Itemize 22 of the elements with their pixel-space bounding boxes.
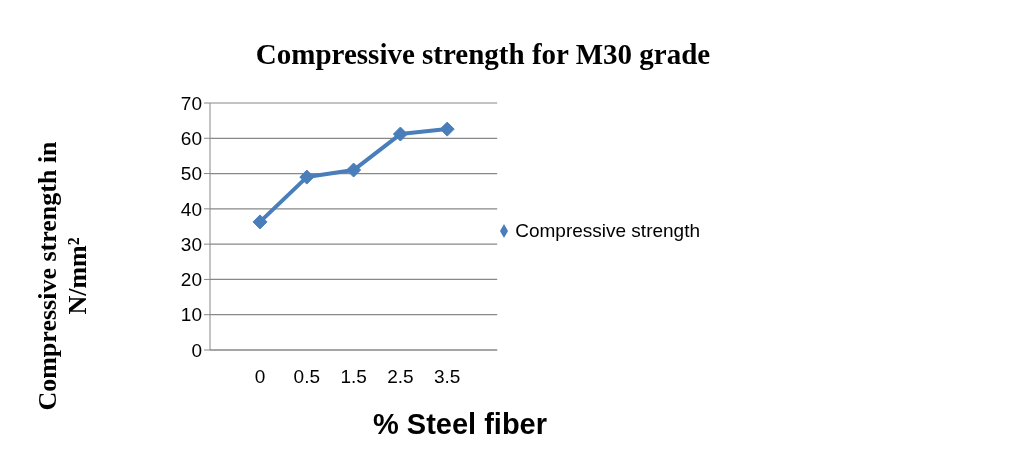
y-tick-label: 20 (180, 269, 202, 291)
y-tick-label: 10 (180, 304, 202, 326)
y-tick-label: 70 (180, 92, 202, 114)
point (299, 169, 315, 185)
point (346, 162, 362, 178)
y-tick-label: 30 (180, 233, 202, 255)
y-tick-label: 40 (180, 198, 202, 220)
x-tick-label: 0 (254, 366, 266, 388)
point (252, 214, 268, 230)
point (439, 121, 455, 137)
x-tick-label: 1.5 (340, 366, 367, 388)
x-tick-label: 3.5 (433, 366, 461, 388)
x-axis-title: % Steel fiber (371, 408, 549, 441)
y-tick-label: 50 (180, 163, 202, 185)
chart-title: Compressive strength for M30 grade (254, 38, 712, 71)
point (392, 126, 408, 142)
y-axis-title: Compressive strength in N/mm² (33, 140, 93, 413)
x-tick-label: 2.5 (387, 366, 414, 388)
y-tick-label: 0 (191, 339, 202, 361)
y-tick-label: 60 (180, 128, 202, 150)
x-tick-label: 0.5 (293, 366, 321, 388)
legend-label: Compressive strength (515, 219, 700, 241)
